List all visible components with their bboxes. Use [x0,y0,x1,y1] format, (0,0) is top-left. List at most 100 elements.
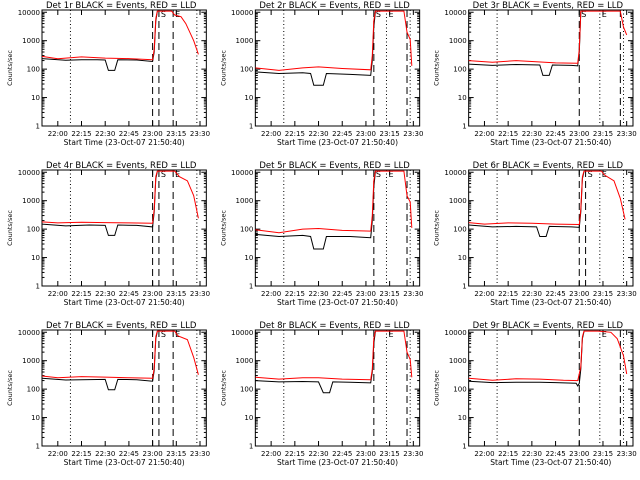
x-tick-label: 22:15 [498,450,518,458]
y-tick-label: 10000 [231,329,253,337]
x-tick-label: 22:30 [95,450,115,458]
series-events-line [42,331,158,391]
y-tick-label: 1 [462,123,466,131]
y-tick-label: 10 [458,254,467,262]
x-tick-label: 22:45 [545,290,565,298]
y-tick-label: 1 [249,123,253,131]
x-tick-label: 22:45 [119,290,139,298]
y-tick-label: 100 [240,386,253,394]
y-tick-label: 100 [240,226,253,234]
x-tick-label: 23:00 [143,130,163,138]
y-tick-label: 1000 [236,357,254,365]
x-tick-label: 23:00 [569,450,589,458]
series-events-line [42,171,158,236]
x-tick-label: 22:15 [285,290,305,298]
series-lld-line [42,170,199,224]
y-tick-label: 100 [453,226,466,234]
y-axis-label: Counts/sec [433,370,441,406]
x-tick-label: 22:15 [71,450,91,458]
x-tick-label: 22:00 [474,130,494,138]
series-events-line [468,171,585,237]
panel-8: Det 8r BLACK = Events, RED = LLD 1 10 100 10… [219,321,423,467]
y-axis-label: Counts/sec [219,370,227,406]
y-tick-label: 10 [244,94,253,102]
panel-7: Det 7r BLACK = Events, RED = LLD 1 10 100 10… [6,321,210,467]
panel-3: Det 3r BLACK = Events, RED = LLD 1 10 100 10… [433,1,637,147]
marker-label: E [602,330,607,339]
x-tick-label: 23:15 [166,290,186,298]
x-tick-label: 23:15 [593,290,613,298]
axes-frame [468,329,634,447]
axes-frame [254,169,421,287]
series-lld-line [468,10,628,64]
marker-label: S [588,170,593,179]
panel-title: Det 1r BLACK = Events, RED = LLD [46,1,197,11]
series-lld-line [255,10,413,71]
x-tick-label: 23:15 [380,290,400,298]
x-tick-label: 22:30 [522,130,542,138]
axes-frame [468,169,634,287]
x-tick-label: 22:00 [474,450,494,458]
x-tick-label: 23:30 [190,450,210,458]
x-tick-label: 22:15 [498,290,518,298]
x-tick-label: 22:00 [261,130,281,138]
x-tick-label: 22:30 [95,290,115,298]
series-events-line [255,171,376,250]
panel-title: Det 4r BLACK = Events, RED = LLD [46,161,197,171]
panel-5: Det 5r BLACK = Events, RED = LLD 1 10 100 10… [219,161,423,307]
x-tick-label: 23:15 [593,130,613,138]
x-tick-label: 22:45 [545,130,565,138]
y-tick-label: 10000 [231,9,253,17]
series-lld-line [255,330,413,381]
series-lld-line [42,10,199,61]
x-tick-label: 23:30 [190,290,210,298]
x-axis-label: Start Time (23-Oct-07 21:50:40) [277,298,398,307]
x-tick-label: 23:30 [190,130,210,138]
x-tick-label: 22:45 [332,290,352,298]
y-tick-label: 1000 [22,37,40,45]
x-tick-label: 22:00 [474,290,494,298]
y-tick-label: 10000 [444,329,466,337]
panel-title: Det 7r BLACK = Events, RED = LLD [46,321,197,331]
x-tick-label: 23:00 [356,290,376,298]
marker-label: S [376,10,381,19]
y-tick-label: 1 [462,443,466,451]
panel-title: Det 8r BLACK = Events, RED = LLD [259,321,410,331]
x-axis-label: Start Time (23-Oct-07 21:50:40) [64,458,185,467]
x-tick-label: 23:15 [380,450,400,458]
y-tick-label: 10000 [18,329,40,337]
x-tick-label: 23:30 [617,130,637,138]
y-axis-label: Counts/sec [6,370,14,406]
x-tick-label: 22:00 [48,290,68,298]
x-axis-label: Start Time (23-Oct-07 21:50:40) [490,458,611,467]
x-tick-label: 23:15 [593,450,613,458]
x-axis-label: Start Time (23-Oct-07 21:50:40) [490,138,611,147]
x-tick-label: 22:15 [498,130,518,138]
panel-2: Det 2r BLACK = Events, RED = LLD 1 10 100 10… [219,1,423,147]
series-events-line [468,331,585,387]
axes-frame [468,9,634,127]
x-tick-label: 22:00 [48,130,68,138]
axes-frame [41,9,207,127]
x-tick-label: 22:30 [308,130,328,138]
y-tick-label: 1000 [449,357,467,365]
y-tick-label: 1000 [449,37,467,45]
marker-label: E [388,170,393,179]
y-axis-label: Counts/sec [433,210,441,246]
x-tick-label: 23:00 [143,450,163,458]
marker-label: S [376,170,381,179]
x-tick-label: 22:15 [285,450,305,458]
y-axis-label: Counts/sec [6,50,14,86]
x-axis-label: Start Time (23-Oct-07 21:50:40) [64,138,185,147]
marker-label: E [388,330,393,339]
x-tick-label: 23:00 [569,130,589,138]
panel-title: Det 2r BLACK = Events, RED = LLD [259,1,410,11]
marker-label: S [581,10,586,19]
x-tick-label: 23:00 [356,130,376,138]
x-tick-label: 23:15 [380,130,400,138]
x-tick-label: 22:30 [522,290,542,298]
x-axis-label: Start Time (23-Oct-07 21:50:40) [64,298,185,307]
x-tick-label: 22:00 [261,450,281,458]
y-tick-label: 100 [240,66,253,74]
axes-frame [41,169,207,287]
